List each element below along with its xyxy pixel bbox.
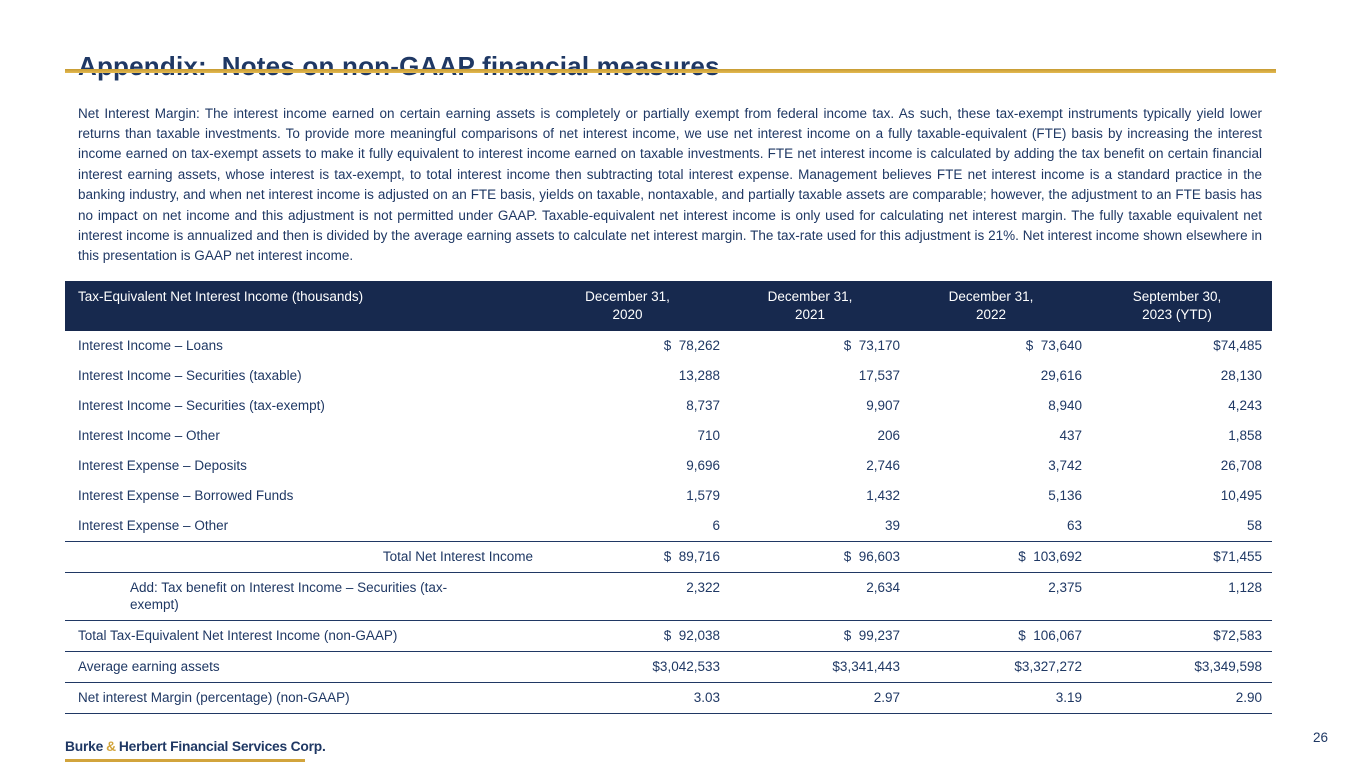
cell-value: 1,128 [1228, 580, 1262, 595]
row-label: Interest Expense – Other [78, 518, 229, 533]
cell-value: $3,327,272 [1014, 658, 1082, 674]
cell-value: 39 [884, 518, 900, 533]
cell-value: $ 92,038 [663, 627, 720, 643]
cell-value: 6 [712, 518, 720, 533]
table-row: Interest Expense – Deposits 9,696 2,746 3,7… [65, 451, 1272, 481]
logo-herbert: Herbert Financial Services Corp. [118, 739, 326, 754]
row-label: Add: Tax benefit on Interest Income – Se… [130, 580, 448, 612]
cell-value: 5,136 [1048, 488, 1082, 503]
cell-value: 206 [877, 428, 900, 443]
cell-value: 2,375 [1048, 580, 1082, 595]
cell-value: 1,579 [686, 488, 720, 503]
cell-value: 437 [1059, 428, 1082, 443]
intro-paragraph: Net Interest Margin: The interest income… [78, 105, 1262, 264]
cell-value: $72,583 [1213, 627, 1262, 643]
table-row: Total Net Interest Income $ 89,716 $ 96,60… [65, 542, 1272, 573]
cell-value: 17,537 [858, 368, 900, 383]
row-label: Interest Expense – Deposits [78, 458, 247, 473]
company-logo: Burke & Herbert Financial Services Corp. [65, 739, 326, 754]
column-header: December 31, 2022 [948, 289, 1034, 322]
cell-value: $ 96,603 [843, 549, 900, 564]
table-row: Add: Tax benefit on Interest Income – Se… [65, 573, 1272, 621]
row-label: Interest Income – Securities (taxable) [78, 368, 302, 383]
row-label: Interest Income – Other [78, 428, 220, 443]
cell-value: $ 99,237 [843, 627, 900, 643]
column-header: September 30, 2023 (YTD) [1132, 289, 1222, 322]
cell-value: 58 [1246, 518, 1262, 533]
page-title: Appendix: Notes on non-GAAP financial me… [78, 51, 720, 82]
table-row: Net interest Margin (percentage) (non-GA… [65, 683, 1272, 714]
logo-burke: Burke [65, 739, 104, 754]
column-header: Tax-Equivalent Net Interest Income (thou… [78, 289, 364, 304]
cell-value: 9,696 [686, 458, 720, 473]
cell-value: 8,737 [686, 398, 720, 413]
cell-value: 29,616 [1040, 368, 1082, 383]
cell-value: 2,746 [866, 458, 900, 473]
cell-value: 28,130 [1220, 368, 1262, 383]
row-label: Interest Income – Securities (tax-exempt… [78, 398, 325, 413]
cell-value: 4,243 [1228, 398, 1262, 413]
table-row: Interest Expense – Other 6 39 63 58 [65, 511, 1272, 542]
cell-value: 9,907 [866, 398, 900, 413]
cell-value: 3.03 [693, 689, 720, 705]
row-label: Net interest Margin (percentage) (non-GA… [78, 689, 350, 705]
table-row: Interest Income – Loans $ 78,262 $ 73,170 $… [65, 331, 1272, 361]
cell-value: $3,042,533 [652, 658, 720, 674]
row-label: Total Net Interest Income [382, 549, 533, 564]
cell-value: $ 103,692 [1018, 549, 1082, 564]
cell-value: 2.90 [1235, 689, 1262, 705]
cell-value: 63 [1066, 518, 1082, 533]
table-row: Total Tax-Equivalent Net Interest Income… [65, 621, 1272, 652]
row-label: Interest Income – Loans [78, 338, 223, 353]
cell-value: 10,495 [1220, 488, 1262, 503]
table-row: Interest Income – Other 710 206 437 1,858 [65, 421, 1272, 451]
table-header-row: Tax-Equivalent Net Interest Income (thou… [65, 281, 1272, 331]
column-header: December 31, 2020 [585, 289, 670, 322]
cell-value: $3,341,443 [832, 658, 900, 674]
cell-value: 1,858 [1228, 428, 1262, 443]
cell-value: 1,432 [866, 488, 900, 503]
cell-value: 2,634 [866, 580, 900, 595]
cell-value: $ 89,716 [663, 549, 720, 564]
table-body: Interest Income – Loans $ 78,262 $ 73,170 $… [65, 331, 1272, 714]
cell-value: 3.19 [1055, 689, 1082, 705]
table-row: Interest Income – Securities (taxable) 13… [65, 361, 1272, 391]
column-header: December 31, 2021 [767, 289, 853, 322]
table-row: Interest Expense – Borrowed Funds 1,579 1,… [65, 481, 1272, 511]
cell-value: 710 [697, 428, 720, 443]
table-row: Average earning assets $3,042,533 $3,341,4… [65, 652, 1272, 683]
cell-value: 3,742 [1048, 458, 1082, 473]
cell-value: 13,288 [678, 368, 720, 383]
page-number: 26 [1313, 730, 1329, 745]
row-label: Total Tax-Equivalent Net Interest Income… [78, 627, 398, 643]
tax-equivalent-net-interest-income-table: Tax-Equivalent Net Interest Income (thou… [65, 281, 1272, 714]
cell-value: $ 73,640 [1025, 338, 1082, 353]
cell-value: $ 78,262 [663, 338, 720, 353]
cell-value: $ 106,067 [1018, 627, 1082, 643]
row-label: Average earning assets [78, 658, 220, 674]
cell-value: 2.97 [873, 689, 900, 705]
cell-value: 2,322 [686, 580, 720, 595]
row-label: Interest Expense – Borrowed Funds [78, 488, 294, 503]
cell-value: $3,349,598 [1194, 658, 1262, 674]
title-gold-divider [65, 69, 1276, 73]
cell-value: 8,940 [1048, 398, 1082, 413]
cell-value: $71,455 [1213, 549, 1262, 564]
table-row: Interest Income – Securities (tax-exempt… [65, 391, 1272, 421]
logo-ampersand: & [106, 739, 116, 754]
cell-value: $74,485 [1213, 338, 1262, 353]
logo-gold-divider [65, 759, 305, 762]
cell-value: $ 73,170 [843, 338, 900, 353]
cell-value: 26,708 [1220, 458, 1262, 473]
